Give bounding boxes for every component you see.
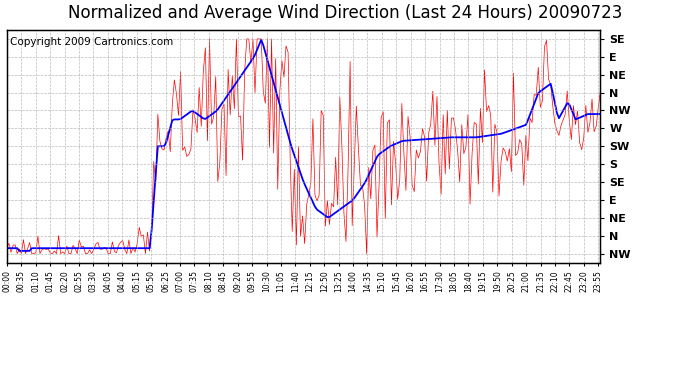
Text: Normalized and Average Wind Direction (Last 24 Hours) 20090723: Normalized and Average Wind Direction (L… — [68, 4, 622, 22]
Text: Copyright 2009 Cartronics.com: Copyright 2009 Cartronics.com — [10, 37, 173, 47]
